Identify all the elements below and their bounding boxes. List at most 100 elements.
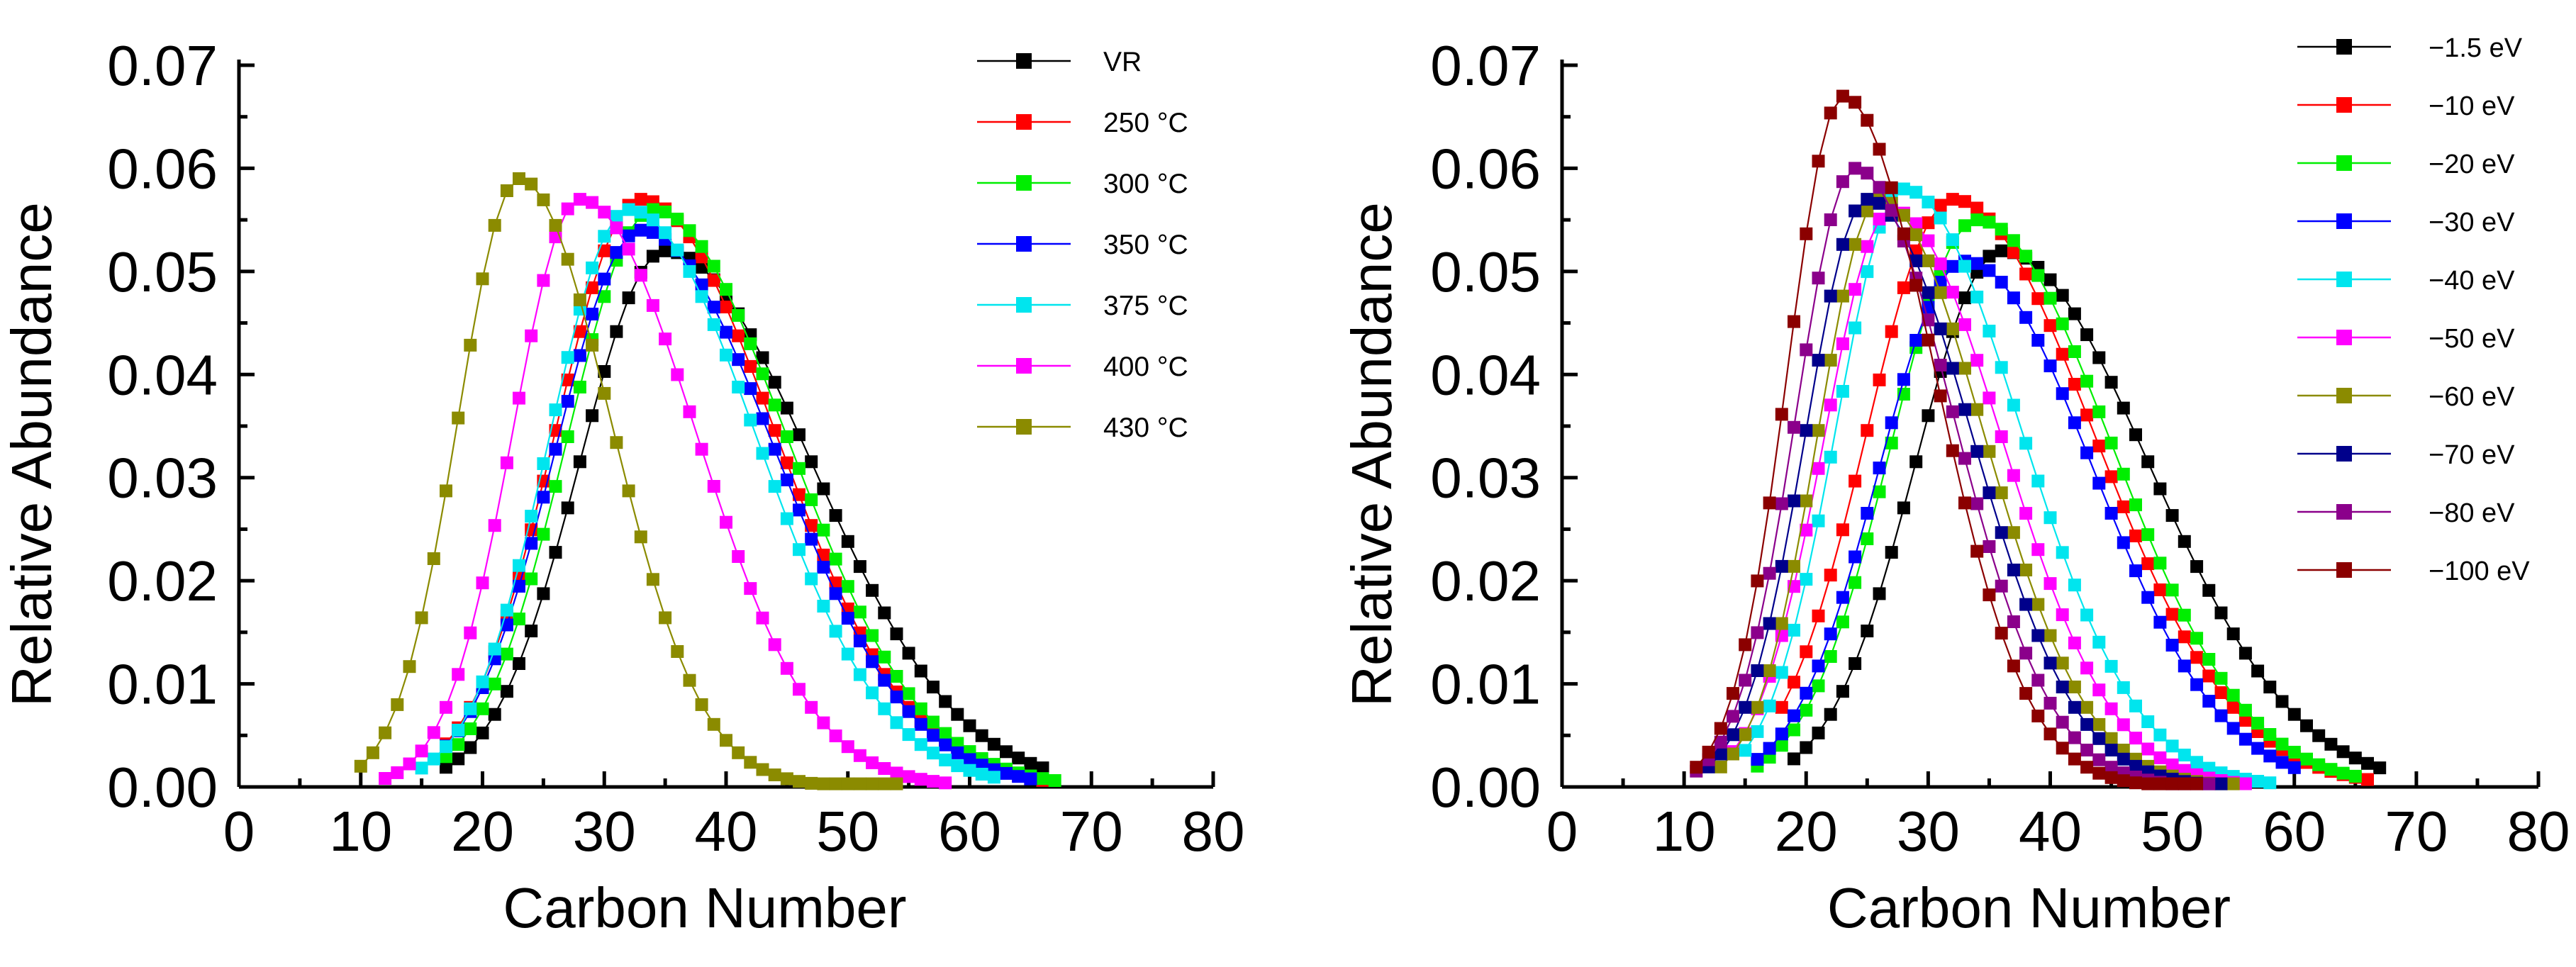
data-point <box>1702 745 1715 759</box>
data-point <box>2214 709 2228 722</box>
legend-marker <box>1016 236 1032 252</box>
y-tick-label: 0.06 <box>107 137 218 200</box>
data-point <box>2300 752 2313 766</box>
data-point <box>1024 756 1037 770</box>
data-point <box>2251 742 2265 755</box>
x-tick-label: 30 <box>573 800 636 863</box>
data-point <box>2043 291 2057 305</box>
data-point <box>793 428 805 442</box>
legend-marker <box>2336 213 2352 229</box>
data-point <box>561 202 574 216</box>
data-point <box>561 430 574 443</box>
data-point <box>695 442 708 456</box>
legend-marker <box>2336 97 2352 113</box>
data-point <box>720 515 732 529</box>
data-point <box>1824 106 1837 120</box>
data-point <box>2043 511 2057 525</box>
data-point <box>2226 722 2240 735</box>
data-point <box>2129 498 2142 512</box>
data-point <box>610 436 623 449</box>
legend: −1.5 eV −10 eV −20 eV −30 eV −40 eV −50 eV −60… <box>2297 33 2530 586</box>
data-point <box>878 762 891 775</box>
data-point <box>1995 579 2008 593</box>
x-tick-label: 20 <box>1775 800 1838 863</box>
data-point <box>427 726 440 739</box>
legend-marker <box>2336 330 2352 345</box>
data-point <box>2141 528 2155 542</box>
data-point <box>780 473 793 486</box>
data-point <box>780 430 793 443</box>
data-point <box>2019 647 2033 660</box>
data-point <box>1824 569 1837 582</box>
data-point <box>1812 726 1825 739</box>
data-point <box>927 747 939 760</box>
data-point <box>707 717 720 731</box>
data-point <box>671 645 684 658</box>
data-point <box>1909 186 1923 199</box>
data-point <box>1934 211 1947 225</box>
data-point <box>1751 664 1764 677</box>
data-point <box>1800 645 1813 659</box>
data-point <box>1909 228 1923 242</box>
data-point <box>853 635 866 648</box>
data-point <box>2007 564 2020 576</box>
data-point <box>707 301 720 314</box>
legend-marker <box>2336 39 2352 55</box>
series-line <box>445 198 1043 781</box>
data-point <box>2080 717 2094 731</box>
data-point <box>2141 742 2155 756</box>
data-point <box>2129 564 2142 578</box>
data-point <box>440 761 452 774</box>
data-point <box>939 776 952 790</box>
data-point <box>2031 598 2045 611</box>
data-point <box>1800 686 1813 700</box>
data-point <box>1983 325 1996 337</box>
data-point <box>634 530 647 544</box>
series-5 <box>1739 182 2277 790</box>
data-point <box>2007 469 2020 482</box>
data-point <box>2178 659 2191 673</box>
data-point <box>2092 440 2106 453</box>
data-point <box>1861 113 1874 127</box>
data-point <box>1909 279 1923 292</box>
data-point <box>2153 615 2167 629</box>
data-point <box>1690 761 1703 774</box>
data-point <box>646 203 659 216</box>
data-point <box>573 325 586 338</box>
data-point <box>1922 196 1935 208</box>
data-point <box>2019 687 2033 700</box>
data-point <box>1036 761 1049 775</box>
legend-marker <box>2336 446 2352 462</box>
data-point <box>1922 216 1935 230</box>
legend-label: 350 °C <box>1103 230 1188 260</box>
data-point <box>1970 201 1984 215</box>
data-point <box>1824 354 1837 367</box>
data-point <box>1849 474 1862 488</box>
data-point <box>1861 193 1874 206</box>
data-point <box>1812 659 1825 673</box>
data-point <box>2031 292 2045 306</box>
data-point <box>659 611 672 625</box>
data-point <box>2092 405 2106 418</box>
y-tick-label: 0.01 <box>107 653 218 716</box>
data-point <box>464 702 477 715</box>
data-point <box>1751 753 1764 766</box>
data-point <box>695 250 708 264</box>
data-point <box>914 738 927 751</box>
data-point <box>1909 217 1923 230</box>
y-tick-label: 0.05 <box>1430 240 1541 303</box>
data-point <box>720 283 732 296</box>
data-point <box>2153 728 2167 742</box>
data-point <box>671 368 684 381</box>
data-point <box>2178 535 2191 548</box>
data-point <box>2104 436 2118 449</box>
data-point <box>2092 635 2106 649</box>
data-point <box>890 627 903 641</box>
data-point <box>2165 509 2179 522</box>
data-point <box>561 501 574 515</box>
data-point <box>622 229 635 242</box>
data-point <box>817 600 830 613</box>
data-point <box>1861 240 1874 253</box>
data-point <box>646 298 659 312</box>
data-point <box>646 213 659 227</box>
